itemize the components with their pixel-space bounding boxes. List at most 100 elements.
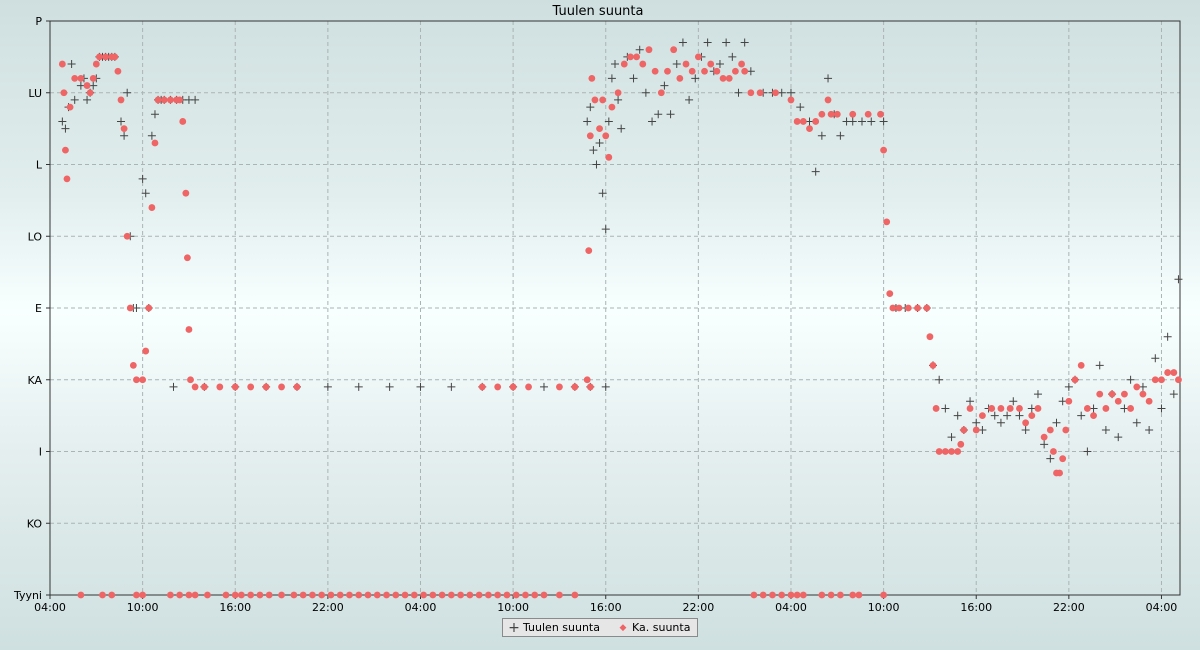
data-point-dot (701, 67, 708, 75)
data-point-cross (824, 74, 833, 83)
data-point-dot (262, 383, 270, 391)
data-point-dot (833, 110, 841, 118)
data-point-cross (1138, 382, 1147, 391)
data-point-cross (672, 60, 681, 69)
data-point-cross (1021, 425, 1030, 434)
data-point-dot (645, 46, 653, 54)
data-point-cross (447, 382, 456, 391)
data-point-cross (811, 167, 820, 176)
data-point-dot (1151, 376, 1159, 384)
data-point-dot (1139, 390, 1147, 398)
data-point-dot (71, 75, 79, 82)
data-point-cross (141, 189, 150, 198)
data-point-dot (1175, 376, 1182, 384)
data-point-dot (707, 60, 715, 68)
data-point-dot (95, 53, 103, 61)
data-point-dot (806, 125, 813, 133)
data-point-cross (817, 131, 826, 140)
data-point-cross (635, 45, 644, 54)
data-point-dot (102, 53, 109, 61)
data-point-cross (1157, 404, 1166, 413)
data-point-cross (147, 131, 156, 140)
data-point-dot (682, 60, 690, 68)
data-point-dot (1108, 390, 1116, 398)
data-point-dot (957, 440, 965, 448)
y-tick-label: KA (27, 374, 42, 387)
data-point-dot (1062, 426, 1070, 434)
data-point-dot (556, 591, 563, 599)
data-point-dot (383, 591, 390, 599)
data-point-cross (617, 124, 626, 133)
data-point-cross (1169, 390, 1178, 399)
data-point-dot (256, 591, 264, 599)
diamond-icon: ◆ (619, 622, 627, 633)
data-point-dot (133, 591, 140, 599)
data-point-dot (494, 383, 502, 391)
data-point-dot (1059, 455, 1067, 463)
data-point-dot (1121, 390, 1128, 398)
data-point-dot (556, 383, 563, 391)
data-point-dot (904, 304, 912, 312)
data-point-cross (740, 38, 749, 47)
x-tick-label: 22:00 (312, 601, 344, 614)
grid (50, 21, 1180, 595)
data-point-cross (953, 411, 962, 420)
data-point-dot (954, 448, 962, 455)
data-point-dot (1170, 369, 1178, 376)
data-point-dot (392, 591, 400, 599)
data-point-dot (309, 591, 316, 599)
data-point-cross (539, 382, 548, 391)
data-point-dot (812, 118, 820, 125)
data-point-cross (836, 131, 845, 140)
data-point-cross (734, 88, 743, 97)
data-point-cross (76, 81, 85, 90)
data-point-cross (990, 411, 999, 420)
data-point-cross (150, 110, 159, 119)
data-point-dot (108, 591, 116, 599)
y-tick-label: LU (28, 87, 42, 100)
data-point-dot (151, 139, 159, 147)
data-point-dot (179, 118, 187, 125)
data-point-dot (778, 591, 786, 599)
data-point-dot (336, 591, 344, 599)
data-point-cross (728, 52, 737, 61)
data-point-cross (1120, 404, 1129, 413)
data-point-dot (864, 110, 872, 118)
data-point-dot (278, 383, 285, 391)
data-point-dot (849, 591, 857, 599)
data-point-dot (586, 132, 594, 140)
data-point-dot (133, 376, 140, 384)
data-point-dot (923, 304, 931, 312)
data-point-cross (1033, 390, 1042, 399)
y-tick-label: Tyyni (13, 589, 42, 602)
data-point-dot (926, 333, 934, 341)
data-point-dot (886, 290, 894, 298)
data-point-dot (99, 591, 106, 599)
data-point-dot (799, 591, 807, 599)
data-point-dot (512, 591, 520, 599)
data-point-dot (123, 232, 131, 240)
data-point-dot (676, 75, 684, 82)
data-point-dot (941, 448, 949, 455)
data-point-cross (1163, 332, 1172, 341)
data-point-dot (475, 591, 483, 599)
data-point-cross (722, 38, 731, 47)
data-point-dot (588, 75, 596, 82)
data-point-dot (599, 96, 607, 104)
x-tick-label: 04:00 (34, 601, 66, 614)
data-point-dot (1034, 405, 1042, 412)
data-point-dot (139, 591, 147, 599)
data-point-cross (1009, 397, 1018, 406)
data-point-dot (1050, 448, 1057, 455)
chart-title: Tuulen suunta (552, 4, 644, 19)
data-point-dot (793, 591, 801, 599)
legend-item-ka-suunta: ◆ Ka. suunta (614, 621, 691, 635)
data-point-cross (354, 382, 363, 391)
data-point-dot (293, 383, 301, 391)
data-point-dot (185, 326, 193, 333)
y-tick-label: LO (28, 230, 43, 243)
data-point-dot (83, 82, 91, 89)
data-point-dot (145, 304, 153, 312)
data-point-cross (1027, 404, 1036, 413)
data-point-cross (947, 433, 956, 442)
